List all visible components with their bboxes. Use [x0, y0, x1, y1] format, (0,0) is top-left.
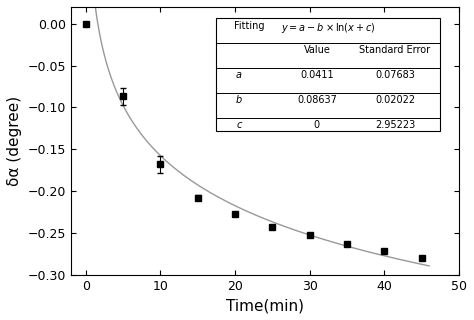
Text: Value: Value	[303, 45, 330, 55]
Text: 0: 0	[314, 120, 320, 130]
Text: 0.07683: 0.07683	[375, 70, 415, 80]
Text: c: c	[236, 120, 241, 130]
Text: 0.0411: 0.0411	[300, 70, 334, 80]
FancyBboxPatch shape	[217, 18, 440, 132]
X-axis label: Time(min): Time(min)	[226, 298, 304, 313]
Y-axis label: δα (degree): δα (degree)	[7, 96, 22, 186]
Text: Fitting: Fitting	[234, 21, 265, 31]
Text: a: a	[236, 70, 242, 80]
Text: Standard Error: Standard Error	[359, 45, 430, 55]
Text: 0.02022: 0.02022	[375, 95, 415, 105]
Text: 2.95223: 2.95223	[375, 120, 415, 130]
Text: b: b	[236, 95, 242, 105]
Text: $y=a-b\times\ln(x+c)$: $y=a-b\times\ln(x+c)$	[281, 21, 375, 35]
Text: 0.08637: 0.08637	[297, 95, 337, 105]
